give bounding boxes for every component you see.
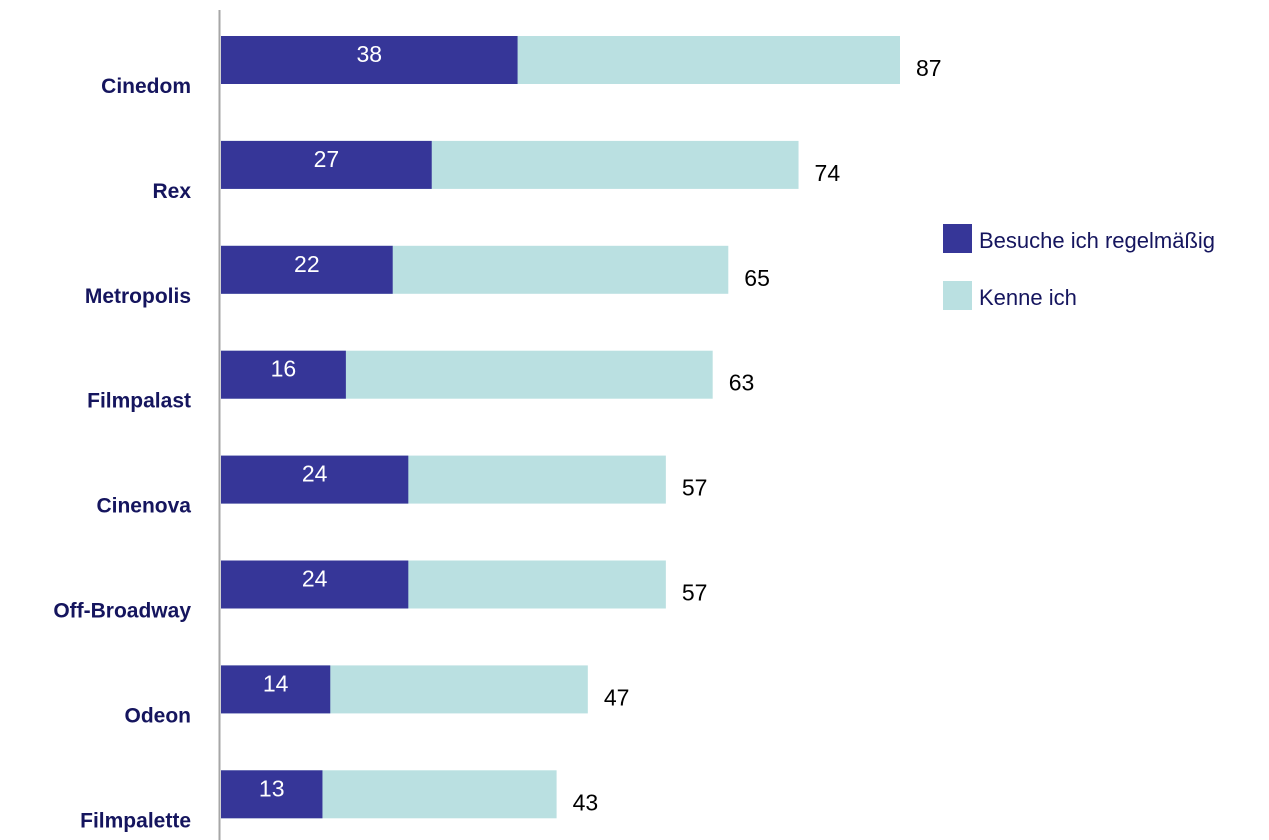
inner-value-label: 22 bbox=[294, 251, 320, 277]
inner-value-label: 27 bbox=[314, 146, 340, 172]
bar-besuche-regelmaessig bbox=[221, 455, 409, 504]
inner-value-label: 24 bbox=[302, 461, 328, 487]
legend-swatch bbox=[943, 281, 972, 310]
bar-besuche-regelmaessig bbox=[221, 560, 409, 609]
total-value-label: 43 bbox=[573, 789, 599, 815]
bars-group: 38 87 Cinedom 27 74 Rex 22 65 Metropolis 16 63 Film… bbox=[53, 36, 942, 832]
legend-swatch bbox=[943, 224, 972, 253]
total-value-label: 57 bbox=[682, 475, 708, 501]
category-label: Odeon bbox=[125, 704, 192, 727]
legend-label: Besuche ich regelmäßig bbox=[979, 228, 1215, 253]
total-value-label: 57 bbox=[682, 580, 708, 606]
bar-besuche-regelmaessig bbox=[221, 140, 432, 189]
bar-besuche-regelmaessig bbox=[221, 350, 346, 399]
total-value-label: 47 bbox=[604, 684, 630, 710]
inner-value-label: 24 bbox=[302, 566, 328, 592]
category-label: Filmpalette bbox=[80, 809, 191, 832]
category-label: Cinedom bbox=[101, 75, 191, 98]
legend: Besuche ich regelmäßig Kenne ich bbox=[943, 224, 1215, 310]
total-value-label: 63 bbox=[729, 370, 755, 396]
inner-value-label: 16 bbox=[271, 356, 297, 382]
category-label: Metropolis bbox=[85, 285, 191, 308]
bar-besuche-regelmaessig bbox=[221, 245, 393, 294]
category-label: Off-Broadway bbox=[53, 600, 191, 623]
total-value-label: 74 bbox=[815, 160, 841, 186]
total-value-label: 65 bbox=[744, 265, 770, 291]
bar-besuche-regelmaessig bbox=[221, 36, 518, 84]
inner-value-label: 14 bbox=[263, 670, 289, 696]
total-value-label: 87 bbox=[916, 55, 942, 81]
category-label: Rex bbox=[152, 180, 191, 203]
bar-besuche-regelmaessig bbox=[221, 665, 331, 714]
category-label: Cinenova bbox=[96, 495, 191, 518]
category-label: Filmpalast bbox=[87, 390, 191, 413]
inner-value-label: 38 bbox=[356, 41, 382, 67]
inner-value-label: 13 bbox=[259, 775, 285, 801]
legend-label: Kenne ich bbox=[979, 285, 1077, 310]
bar-besuche-regelmaessig bbox=[221, 770, 323, 819]
